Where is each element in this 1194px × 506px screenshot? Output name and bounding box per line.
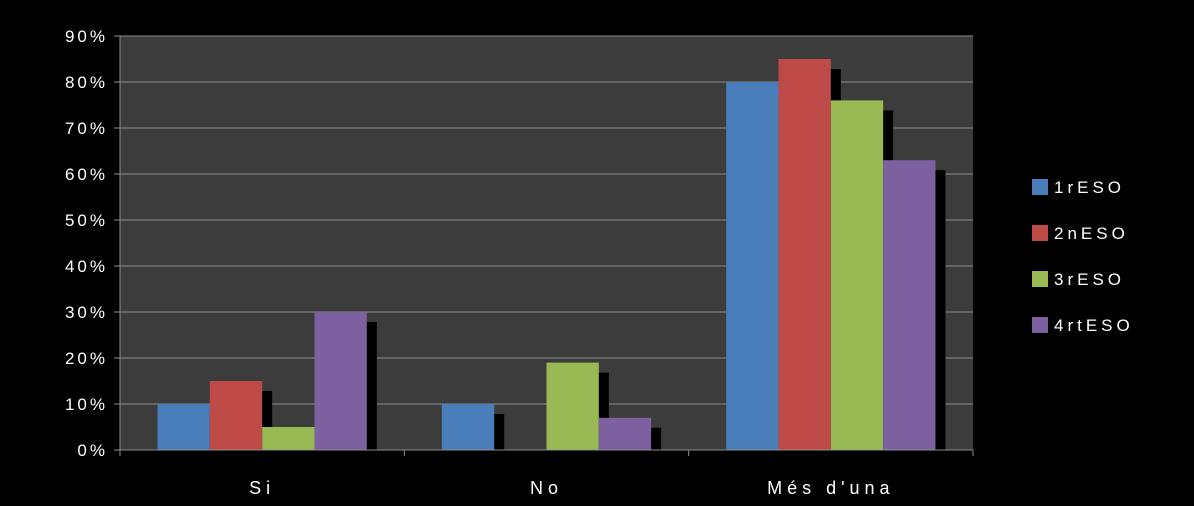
legend-label: 2nESO [1054,224,1129,243]
bar [314,312,367,450]
bar [883,160,936,450]
legend-swatch [1032,317,1048,333]
legend-swatch [1032,271,1048,287]
legend: 1rESO 2nESO 3rESO 4rtESO [1032,178,1134,335]
axes [114,35,974,456]
bar [209,381,263,450]
bar [262,427,315,450]
bar [778,59,831,450]
bar [441,404,495,450]
bar [726,82,779,450]
y-tick-label: 60% [65,165,108,184]
bar [598,417,652,450]
legend-swatch [1032,179,1048,195]
y-tick-label: 40% [65,257,108,276]
x-category-label: Si [249,478,275,498]
y-tick-label: 0% [77,441,108,460]
bar [546,362,599,450]
y-tick-label: 70% [65,119,108,138]
legend-label: 1rESO [1054,178,1125,197]
y-tick-label: 10% [65,395,108,414]
legend-label: 4rtESO [1054,316,1134,335]
x-category-label: No [530,478,563,498]
y-tick-label: 20% [65,349,108,368]
x-category-label: Més d'una [767,478,895,498]
legend-label: 3rESO [1054,270,1125,289]
bars [157,59,946,451]
y-tick-label: 30% [65,303,108,322]
legend-swatch [1032,225,1048,241]
y-tick-label: 80% [65,73,108,92]
x-category-labels: Si No Més d'una [249,478,895,498]
y-tick-labels: 0% 10% 20% 30% 40% 50% 60% 70% 80% 90% [65,27,108,460]
bar [157,404,210,450]
y-tick-label: 90% [65,27,108,46]
y-tick-label: 50% [65,211,108,230]
bar [830,100,884,451]
